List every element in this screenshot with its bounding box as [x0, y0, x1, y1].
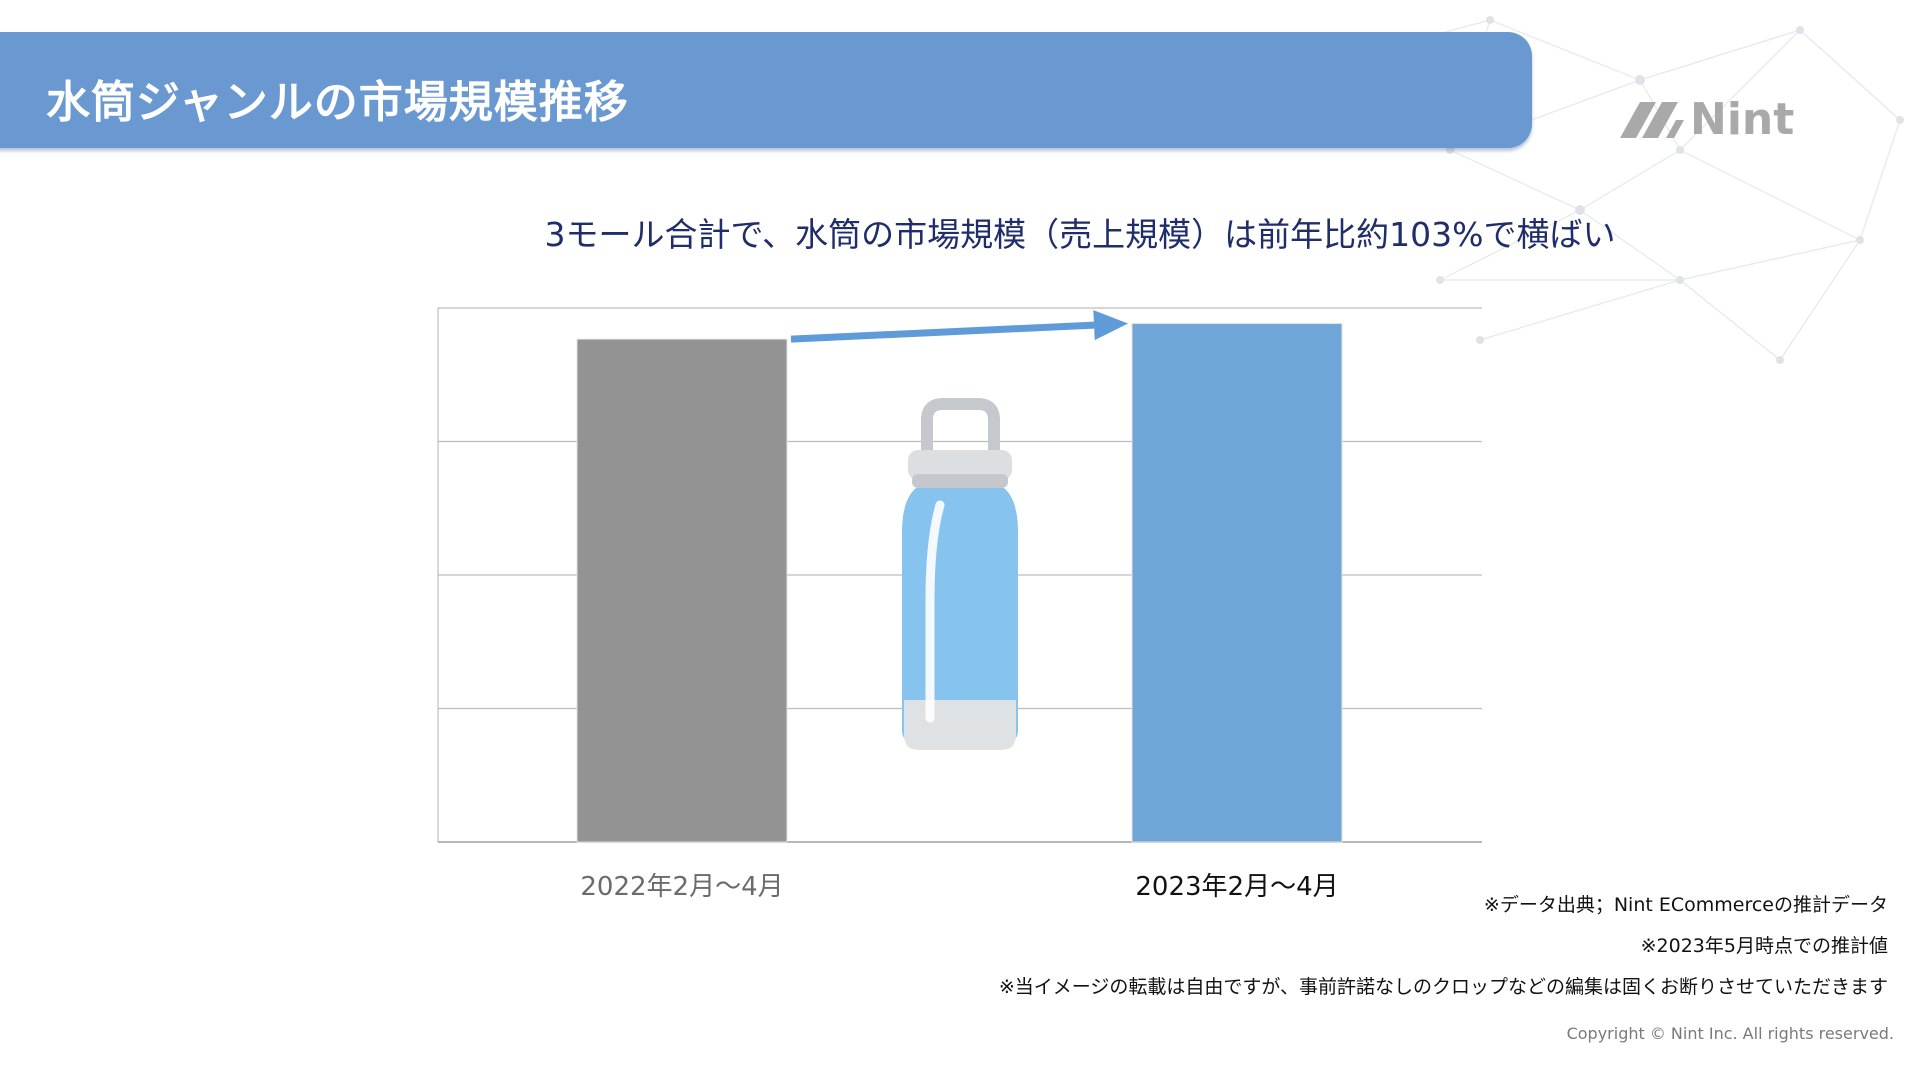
header-bar: 水筒ジャンルの市場規模推移	[0, 32, 1532, 148]
copyright-text: Copyright © Nint Inc. All rights reserve…	[1566, 1024, 1894, 1043]
estimate-note: ※2023年5月時点での推計値	[1640, 935, 1888, 957]
nint-logo-icon	[1620, 102, 1684, 138]
usage-note: ※当イメージの転載は自由ですが、事前許諾なしのクロップなどの編集は固くお断りさせ…	[998, 976, 1888, 998]
bar-1	[576, 338, 788, 843]
page-title: 水筒ジャンルの市場規模推移	[46, 77, 629, 128]
water-bottle-icon	[902, 398, 1018, 750]
x-tick-label-2022: 2022年2月〜4月	[580, 872, 784, 902]
trend-arrow-line	[790, 321, 1095, 343]
logo-text: Nint	[1690, 94, 1795, 145]
bar-2	[1131, 323, 1343, 843]
x-tick-label-2023: 2023年2月〜4月	[1135, 872, 1339, 902]
source-note: ※データ出典；Nint ECommerceの推計データ	[1483, 894, 1888, 916]
trend-arrow-head	[1093, 310, 1128, 341]
chart-subtitle: 3モール合計で、水筒の市場規模（売上規模）は前年比約103%で横ばい	[544, 215, 1616, 254]
